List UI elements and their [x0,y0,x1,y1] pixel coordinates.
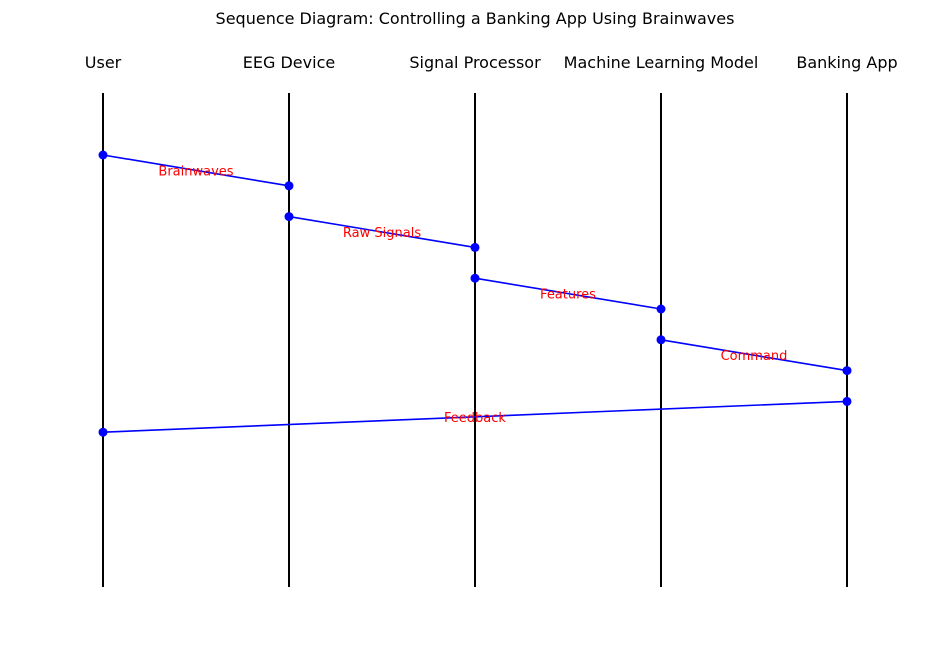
actor-label-eeg: EEG Device [243,53,335,72]
actor-label-app: Banking App [796,53,897,72]
message-command: Command [656,335,852,376]
message-label-raw-signals: Raw Signals [343,226,421,241]
message-label-feedback: Feedback [444,411,506,426]
message-end-dot-feedback [98,427,108,437]
message-label-command: Command [721,349,788,364]
message-brainwaves: Brainwaves [98,150,294,191]
message-feedback: Feedback [98,396,852,437]
message-label-brainwaves: Brainwaves [158,164,233,179]
diagram-title: Sequence Diagram: Controlling a Banking … [216,9,735,28]
message-start-dot-raw-signals [284,212,294,222]
message-start-dot-feedback [842,396,852,406]
message-line-feedback [102,400,848,433]
messages: Brainwaves Raw Signals Features Command Feed… [98,150,852,437]
message-raw-signals: Raw Signals [284,212,480,252]
message-start-dot-features [470,273,480,283]
message-line-command [660,339,848,372]
lifelines: User EEG Device Signal Processor Machine Le… [85,53,898,587]
actor-label-user: User [85,53,122,72]
message-end-dot-brainwaves [284,181,294,191]
message-end-dot-command [842,366,852,376]
message-line-raw-signals [288,215,476,249]
actor-label-ml: Machine Learning Model [564,53,759,72]
actor-label-sp: Signal Processor [409,53,541,72]
message-start-dot-command [656,335,666,345]
message-line-brainwaves [102,154,290,187]
message-label-features: Features [540,288,596,303]
message-end-dot-raw-signals [470,242,480,252]
message-line-features [474,277,662,310]
message-features: Features [470,273,666,314]
message-start-dot-brainwaves [98,150,108,160]
message-end-dot-features [656,304,666,314]
